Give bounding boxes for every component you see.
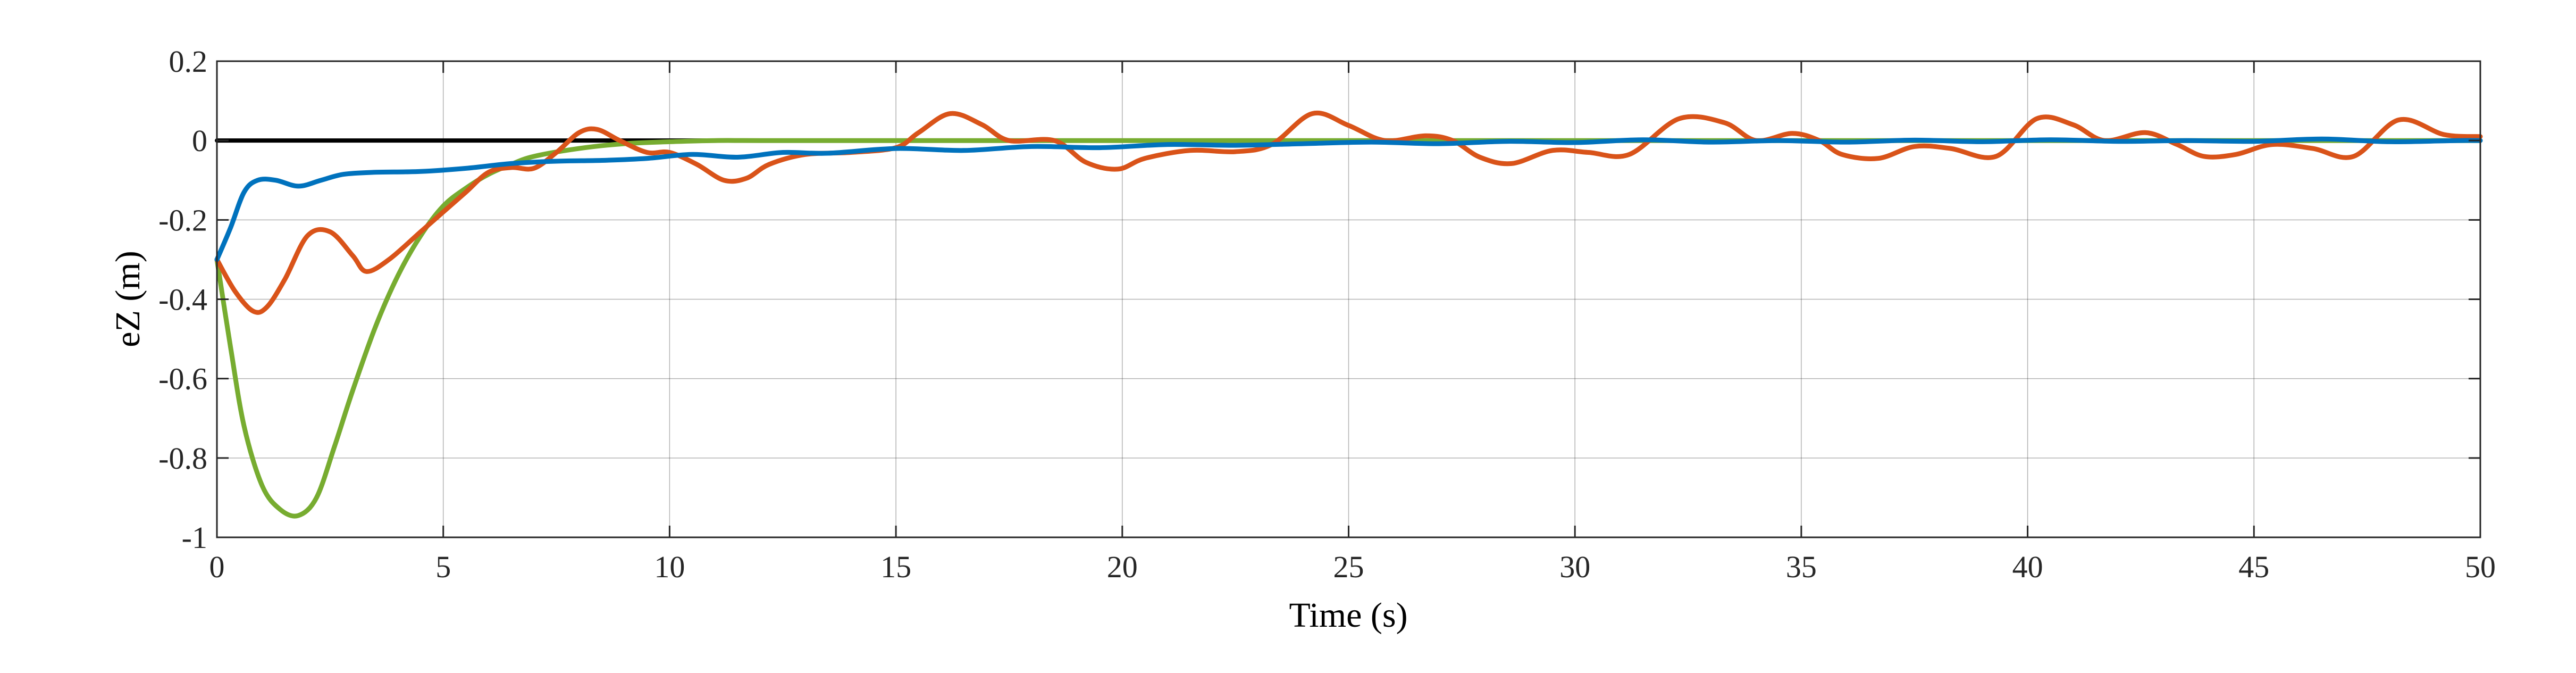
x-tick-label: 50 (2465, 550, 2496, 584)
x-tick-label: 40 (2012, 550, 2043, 584)
y-tick-label: -0.4 (158, 283, 207, 317)
ticks (216, 60, 2481, 538)
x-tick-label: 5 (435, 550, 451, 584)
x-tick-label: 15 (880, 550, 911, 584)
y-tick-label: 0.2 (169, 44, 208, 79)
series-group (214, 110, 2483, 519)
y-tick-label: 0 (192, 123, 207, 158)
tick-labels: 0 5 10 15 20 25 30 35 40 45 50 -1 -0.8 -0.6 -0.4 -0.2 0 0… (158, 44, 2496, 584)
x-tick-label: 35 (1786, 550, 1817, 584)
x-tick-label: 10 (654, 550, 685, 584)
series-line (214, 136, 2483, 262)
y-tick-label: -0.8 (158, 441, 207, 476)
y-tick-label: -0.6 (158, 362, 207, 396)
y-axis-label: eZ (m) (108, 251, 147, 347)
x-tick-label: 20 (1107, 550, 1138, 584)
y-tick-label: -0.2 (158, 203, 207, 237)
series-line (214, 110, 2483, 315)
y-tick-label: -1 (182, 520, 207, 555)
x-axis-label: Time (s) (1289, 596, 1407, 635)
x-tick-label: 45 (2238, 550, 2269, 584)
x-tick-label: 30 (1559, 550, 1590, 584)
x-tick-label: 25 (1333, 550, 1364, 584)
x-tick-label: 0 (209, 550, 225, 584)
